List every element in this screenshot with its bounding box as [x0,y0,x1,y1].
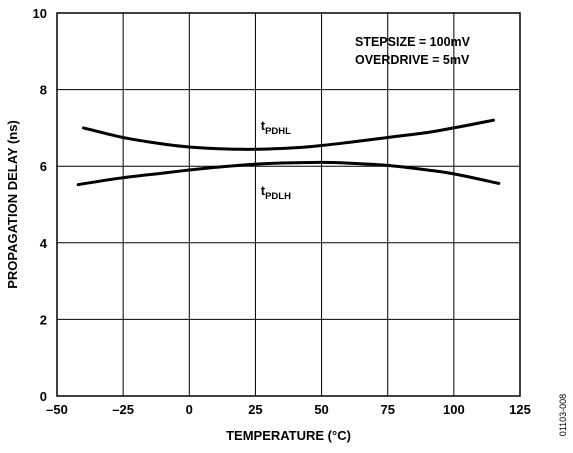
x-tick-label: 0 [186,402,193,417]
x-tick-label: 25 [248,402,262,417]
x-tick-label: 75 [380,402,394,417]
x-tick-label: 100 [443,402,465,417]
x-tick-label: –25 [112,402,134,417]
series-label-tpdlh: tPDLH [261,183,291,202]
annotation-overdrive: OVERDRIVE = 5mV [355,53,470,67]
y-tick-label: 2 [40,312,47,327]
y-tick-label: 4 [40,236,48,251]
plot-frame [56,12,521,397]
y-axis-title: PROPAGATION DELAY (ns) [5,120,20,289]
series-lines [76,118,501,187]
series-line-tpdhl [82,118,495,151]
x-tick-label: –50 [46,402,68,417]
tick-labels: –50 –25 0 25 50 75 100 125 0 2 4 6 8 10 [33,6,531,417]
y-tick-label: 0 [40,389,47,404]
series-label-tpdhl: tPDHL [261,118,291,137]
series-label-tpdlh-main: t [261,183,266,198]
y-tick-label: 6 [40,159,47,174]
x-tick-label: 50 [314,402,328,417]
series-label-tpdhl-main: t [261,118,266,133]
y-tick-label: 8 [40,83,47,98]
series-line-tpdlh [76,160,501,187]
x-axis-title: TEMPERATURE (°C) [226,428,351,443]
grid-lines [57,13,520,396]
annotation-stepsize: STEPSIZE = 100mV [355,35,471,49]
y-tick-label: 10 [33,6,47,21]
series-label-tpdlh-sub: PDLH [265,191,291,202]
x-tick-label: 125 [509,402,531,417]
figure-id: 01103-008 [558,394,568,436]
series-label-tpdhl-sub: PDHL [265,126,291,137]
